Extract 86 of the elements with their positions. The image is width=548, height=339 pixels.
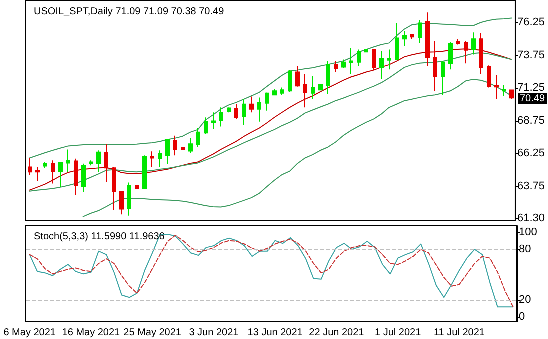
y-tick-label: 66.25	[517, 148, 546, 160]
candlestick	[372, 49, 376, 71]
candlestick	[181, 148, 185, 150]
candlestick	[35, 166, 40, 182]
candlestick	[173, 135, 177, 156]
y-tick-label: 71.25	[517, 82, 546, 94]
x-tick-label: 16 May 2021	[62, 328, 121, 338]
candlestick	[502, 85, 506, 97]
candlestick	[112, 166, 116, 211]
candlestick	[204, 117, 208, 135]
candlestick	[433, 40, 437, 92]
candlestick	[119, 190, 124, 216]
candlestick	[104, 144, 108, 183]
candlestick	[211, 112, 216, 130]
candlestick	[303, 74, 307, 108]
candlestick	[402, 31, 407, 47]
y-tick-label: 20	[519, 294, 532, 306]
candlestick	[51, 160, 55, 184]
x-tick-label: 22 Jun 2021	[309, 328, 365, 338]
candlestick	[456, 38, 460, 46]
candlestick	[135, 186, 139, 190]
candlestick	[425, 12, 430, 67]
candlestick	[509, 90, 514, 100]
candlestick	[58, 162, 63, 188]
candlestick	[188, 138, 193, 154]
y-tick-label: 76.25	[517, 16, 546, 29]
candlestick	[487, 65, 491, 88]
candlestick	[311, 76, 315, 100]
candlestick	[395, 22, 399, 60]
candlestick	[127, 182, 131, 216]
candlestick	[158, 150, 162, 168]
candlestick	[165, 138, 170, 166]
candlestick	[28, 158, 32, 176]
candlestick	[464, 40, 468, 64]
candlestick	[219, 107, 223, 128]
x-tick-label: 11 Jul 2021	[434, 328, 486, 338]
x-tick-label: 3 Jun 2021	[189, 328, 240, 338]
candlestick	[257, 97, 261, 122]
candlestick	[326, 60, 330, 95]
x-tick-label: 6 May 2021	[4, 328, 56, 338]
candlestick	[418, 20, 422, 44]
candlestick	[242, 98, 246, 126]
candlestick	[387, 49, 391, 70]
x-tick-label: 1 Jul 2021	[375, 328, 422, 338]
candlestick	[196, 128, 200, 148]
candlestick	[334, 60, 338, 73]
candlestick	[379, 50, 384, 80]
candlestick	[81, 163, 86, 193]
y-tick-label: 80	[519, 244, 532, 256]
y-tick-label: 63.75	[517, 180, 546, 192]
candlestick	[89, 160, 93, 166]
candlestick	[66, 149, 70, 173]
x-tick-label: 25 May 2021	[124, 328, 182, 338]
candlestick	[43, 162, 47, 169]
candlestick	[234, 104, 238, 120]
text: USOIL_SPT,Daily 71.09 71.09 70.38 70.49	[34, 6, 225, 18]
candlestick	[74, 158, 78, 196]
y-tick-label: 61.30	[517, 212, 546, 224]
line-series	[29, 18, 512, 159]
y-tick-label: 0	[519, 310, 526, 323]
candlestick	[448, 42, 453, 70]
candlestick	[249, 96, 254, 114]
candlestick	[288, 70, 292, 93]
candlestick	[280, 87, 284, 96]
candlestick	[295, 66, 300, 88]
candlestick	[227, 107, 231, 114]
candlestick	[142, 155, 147, 190]
candlestick	[349, 48, 353, 76]
y-tick-label: 68.75	[517, 114, 546, 127]
candlestick	[410, 34, 414, 40]
candlestick	[479, 32, 483, 76]
candlestick	[150, 151, 154, 168]
annotation: 70.49	[520, 93, 546, 104]
x-tick-label: 13 Jun 2021	[248, 328, 304, 338]
candlestick	[471, 32, 476, 56]
candlestick	[364, 49, 368, 53]
candlestick	[265, 92, 269, 112]
candlestick	[357, 49, 361, 67]
candlestick	[341, 59, 346, 68]
candlestick	[318, 84, 323, 91]
y-tick-label: 100	[519, 226, 538, 239]
candlestick	[272, 88, 277, 96]
candlestick	[494, 75, 499, 100]
y-tick-label: 73.75	[517, 49, 546, 62]
candlestick	[441, 60, 445, 96]
candlestick	[96, 150, 101, 173]
